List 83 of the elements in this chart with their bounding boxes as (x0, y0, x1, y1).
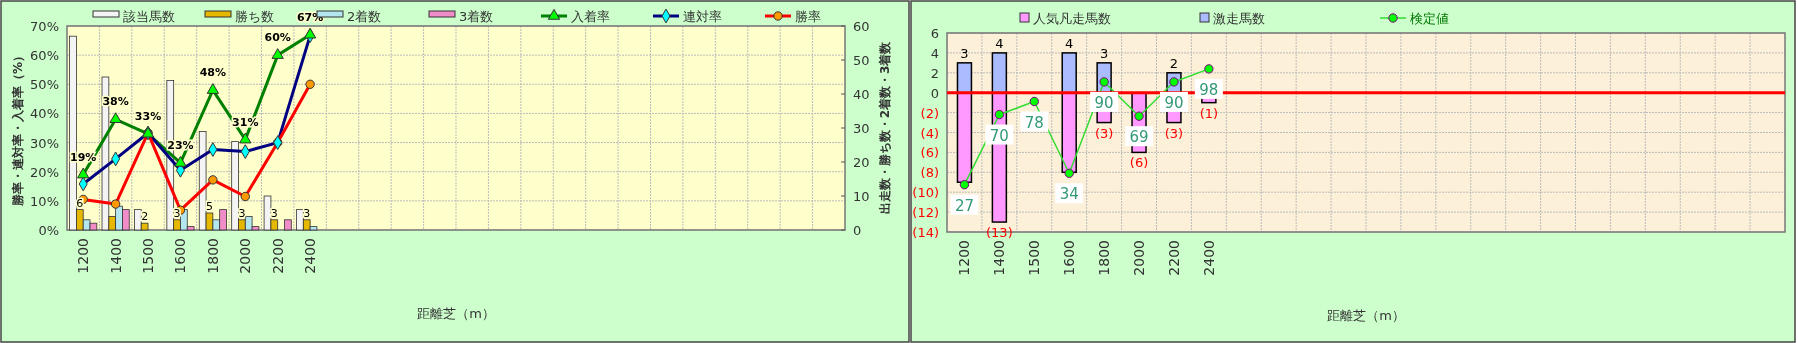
x-tick-label: 2000 (237, 238, 254, 274)
legend-label: 入着率 (571, 9, 610, 24)
y2-tick-label: 60 (853, 19, 870, 34)
x-tick-label: 1600 (1061, 240, 1078, 276)
y-tick-label: 6 (930, 26, 939, 41)
x-tick-label: 1200 (75, 238, 92, 274)
x-tick-label: 1500 (1026, 240, 1043, 276)
y2-axis-title: 出走数・勝ち数・2着数・3着数 (878, 40, 892, 215)
data-label: 3 (303, 206, 311, 220)
x-tick-label: 1400 (107, 238, 124, 274)
y-tick-label: (6) (920, 145, 939, 161)
y-tick-label: (10) (912, 185, 939, 201)
y-tick-label: 40% (30, 106, 59, 122)
legend-label: 人気凡走馬数 (1033, 11, 1111, 26)
x-tick-label: 1600 (172, 238, 189, 274)
data-label: 34 (1059, 185, 1079, 204)
x-tick-label: 1200 (956, 240, 973, 276)
data-label: 2 (1169, 55, 1179, 71)
y-tick-label: (12) (912, 205, 939, 221)
data-label: 5 (205, 200, 213, 213)
y-tick-label: (8) (920, 165, 939, 181)
data-label: 90 (1164, 93, 1184, 112)
y-axis-title: 勝率・連対率・入着率（%） (11, 49, 25, 208)
y-tick-label: 60% (30, 48, 59, 64)
y-tick-label: 0 (930, 85, 939, 101)
x-tick-label: 2400 (302, 238, 319, 274)
x-tick-label: 1800 (1096, 240, 1113, 276)
data-label: 60% (264, 31, 291, 45)
x-tick-label: 2000 (1131, 240, 1148, 276)
data-label: 3 (1099, 45, 1109, 61)
legend-label: 連対率 (683, 9, 722, 24)
x-tick-label: 1500 (140, 238, 157, 274)
y2-tick-label: 0 (853, 223, 862, 238)
y2-tick-label: 30 (853, 121, 870, 136)
y-tick-label: 0% (38, 223, 59, 238)
x-axis-title: 距離芝（m） (417, 306, 495, 321)
data-label: (13) (986, 225, 1013, 241)
y-tick-label: (4) (920, 125, 939, 141)
y-tick-label: 50% (30, 77, 59, 93)
data-label: 33% (134, 109, 162, 123)
legend-label: 勝ち数 (235, 9, 274, 24)
y2-tick-label: 10 (853, 189, 870, 204)
data-label: (3) (1164, 125, 1184, 141)
data-label: 78 (1024, 113, 1044, 132)
data-label: 48% (199, 66, 227, 80)
y-tick-label: 4 (930, 45, 939, 61)
x-tick-label: 2200 (269, 238, 286, 274)
data-label: 4 (1065, 35, 1074, 51)
x-axis-title: 距離芝（m） (1327, 308, 1405, 323)
legend-label: 検定値 (1410, 11, 1449, 26)
data-label: 70 (989, 126, 1009, 145)
y-tick-label: 10% (30, 193, 59, 209)
y2-tick-label: 50 (853, 53, 870, 68)
y-tick-label: 20% (30, 164, 59, 180)
y-tick-label: (2) (920, 105, 939, 121)
legend-label: 勝率 (795, 9, 821, 24)
legend-label: 3着数 (459, 9, 494, 24)
data-label: (1) (1199, 105, 1219, 121)
legend-label: 該当馬数 (123, 9, 175, 24)
legend-label: 2着数 (347, 9, 382, 24)
data-label: 3 (270, 206, 278, 220)
data-label: 3 (238, 206, 246, 220)
y-tick-label: (14) (912, 225, 939, 240)
legend-label: 激走馬数 (1213, 11, 1265, 26)
y2-tick-label: 20 (853, 155, 870, 170)
data-label: 27 (954, 196, 975, 215)
y-tick-label: 2 (930, 65, 939, 81)
y2-tick-label: 40 (853, 87, 870, 102)
data-label: 69 (1129, 128, 1149, 147)
y-tick-label: 70% (30, 19, 59, 34)
data-label: 98 (1199, 80, 1219, 99)
y-tick-label: 30% (30, 135, 59, 151)
data-label: 3 (960, 45, 969, 61)
x-tick-label: 2400 (1200, 240, 1217, 276)
x-tick-label: 1400 (991, 240, 1008, 276)
data-label: (6) (1129, 155, 1149, 171)
x-tick-label: 2200 (1165, 240, 1182, 276)
x-tick-label: 1800 (204, 238, 221, 274)
data-label: 90 (1094, 93, 1114, 112)
data-label: 4 (995, 35, 1004, 51)
data-label: 38% (102, 95, 129, 109)
data-label: (3) (1094, 125, 1114, 141)
data-label: 2 (141, 210, 149, 224)
